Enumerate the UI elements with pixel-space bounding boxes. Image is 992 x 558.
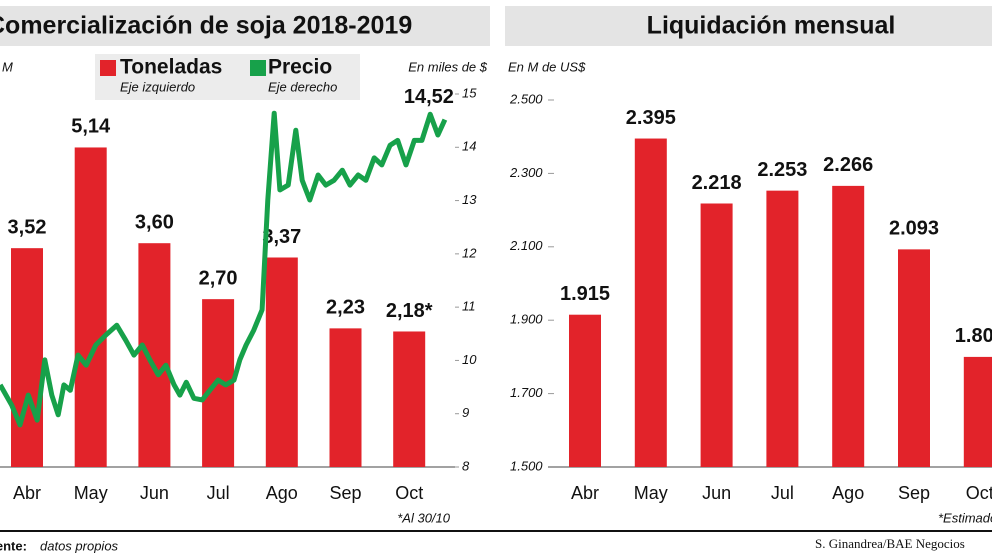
bar <box>832 185 865 468</box>
legend-note: Eje izquierdo <box>120 79 195 94</box>
y-tick-label: 1.700 <box>510 385 543 400</box>
y2-tick-label: 14 <box>462 139 476 154</box>
data-label: 2,23 <box>326 297 365 319</box>
y2-tick-label: 8 <box>462 458 470 473</box>
price-line <box>0 110 448 428</box>
bar <box>963 356 992 467</box>
x-tick-label: Jun <box>140 483 169 503</box>
legend-box <box>95 54 360 100</box>
note: *Estimado <box>938 510 992 525</box>
bar <box>766 190 799 468</box>
y-tick-label: 1.500 <box>510 458 543 473</box>
y-tick-label: 1.900 <box>510 312 543 327</box>
bar <box>898 249 930 467</box>
source: datos propios <box>40 538 119 553</box>
x-tick-label: Abr <box>13 483 41 503</box>
data-label: 3,52 <box>8 216 47 238</box>
y2-axis-label: En miles de $ <box>408 59 488 74</box>
y2-tick-label: 15 <box>462 85 477 100</box>
note: *Al 30/10 <box>397 510 451 525</box>
x-tick-label: Oct <box>966 483 992 503</box>
bar <box>569 314 601 467</box>
x-tick-label: May <box>74 483 108 503</box>
data-label: 1.915 <box>560 283 610 305</box>
source-label: Fuente: <box>0 538 27 553</box>
y-axis-label: En M de US$ <box>508 59 586 74</box>
x-tick-label: Ago <box>832 483 864 503</box>
bar <box>634 138 667 467</box>
x-tick-label: Oct <box>395 483 423 503</box>
chart-title: Comercialización de soja 2018-2019 <box>0 12 412 40</box>
y2-tick-label: 10 <box>462 352 477 367</box>
y-tick-label: 2.100 <box>509 238 543 253</box>
x-tick-label: May <box>634 483 668 503</box>
data-label: 2,18* <box>386 300 433 322</box>
y-axis-label: M <box>2 59 13 74</box>
legend-swatch <box>250 60 266 76</box>
data-label: 2.218 <box>692 172 742 194</box>
y-tick-label: 2.500 <box>509 91 543 106</box>
x-tick-label: Sep <box>329 483 361 503</box>
y2-tick-label: 11 <box>462 299 476 314</box>
x-tick-label: Sep <box>898 483 930 503</box>
data-label: 2.266 <box>823 154 873 176</box>
chart-title: Liquidación mensual <box>647 12 896 40</box>
legend-label: Toneladas <box>120 56 222 79</box>
data-label: 1.800 <box>955 325 992 347</box>
x-tick-label: Abr <box>571 483 599 503</box>
y2-tick-label: 9 <box>462 405 469 420</box>
data-label: 5,14 <box>71 116 111 138</box>
data-label: 2,70 <box>199 267 238 289</box>
data-label: 2.395 <box>626 107 676 129</box>
bar <box>393 331 426 467</box>
y2-tick-label: 12 <box>462 245 477 260</box>
bar <box>329 328 362 467</box>
data-label: 2.253 <box>757 159 807 181</box>
data-label: 3,37 <box>262 226 301 248</box>
title-bar <box>505 6 992 46</box>
credit: S. Ginandrea/BAE Negocios <box>815 536 965 551</box>
data-label: 3,60 <box>135 211 174 233</box>
y-tick-label: 2.300 <box>509 165 543 180</box>
bar <box>138 243 171 467</box>
x-tick-label: Jun <box>702 483 731 503</box>
bar <box>700 203 733 467</box>
legend-label: Precio <box>268 56 332 79</box>
bar <box>265 257 298 467</box>
legend-swatch <box>100 60 116 76</box>
data-label: 2.093 <box>889 218 939 240</box>
title-bar <box>0 6 490 46</box>
x-tick-label: Jul <box>207 483 230 503</box>
bar <box>74 147 107 468</box>
bar <box>11 248 43 467</box>
end-label: 14,52 <box>404 86 454 108</box>
y2-tick-label: 13 <box>462 192 477 207</box>
legend-note: Eje derecho <box>268 79 337 94</box>
x-tick-label: Ago <box>266 483 298 503</box>
x-tick-label: Jul <box>771 483 794 503</box>
